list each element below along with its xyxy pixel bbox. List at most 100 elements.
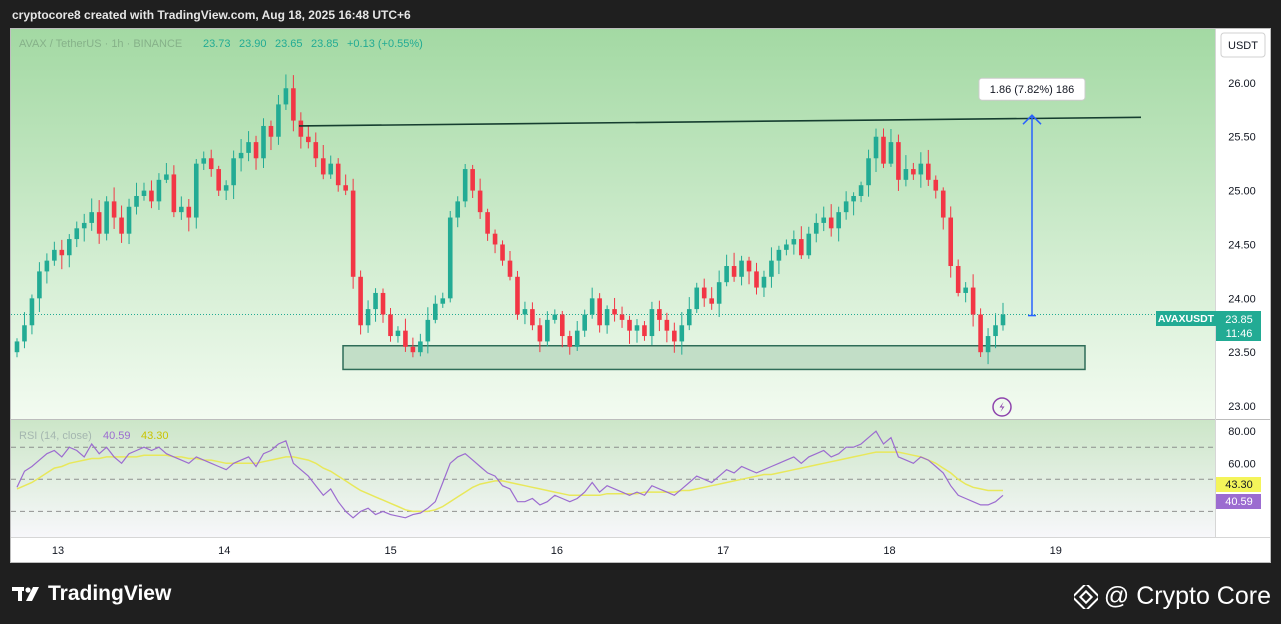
replay-icon[interactable] xyxy=(992,397,1012,417)
price-tick-label: 23.00 xyxy=(1228,401,1256,413)
rsi-line xyxy=(16,430,1004,519)
binance-icon xyxy=(1071,581,1101,612)
candle xyxy=(918,152,924,188)
candle xyxy=(903,155,909,187)
candle xyxy=(231,150,236,200)
candle xyxy=(470,164,475,199)
brand-text: @ Crypto Core xyxy=(1103,582,1271,610)
candle xyxy=(522,301,528,325)
brand-watermark: @ Crypto Core xyxy=(1071,581,1271,612)
legend-close: 23.85 xyxy=(311,38,339,50)
candle xyxy=(679,312,685,355)
candle xyxy=(799,226,804,259)
price-tick-label: 23.50 xyxy=(1228,347,1256,359)
candle xyxy=(769,247,774,288)
candle xyxy=(283,74,289,110)
time-tick-label: 13 xyxy=(52,545,64,557)
price-scale-background xyxy=(1215,29,1270,537)
chart-canvas[interactable]: 26.00 25.50 25.00 24.50 24.00 23.50 23.00 80.00… xyxy=(11,29,1270,562)
candle xyxy=(686,297,692,331)
candle xyxy=(141,182,147,201)
legend-symbol[interactable]: AVAX / TetherUS · 1h · BINANCE xyxy=(19,38,182,50)
candle xyxy=(365,300,371,333)
support-zone[interactable] xyxy=(342,344,1086,371)
resistance-trendline[interactable] xyxy=(298,116,1142,127)
candle xyxy=(567,330,573,355)
candle xyxy=(858,181,864,203)
candle xyxy=(66,234,72,268)
candle xyxy=(37,262,42,313)
candle xyxy=(933,175,939,199)
price-tick-label: 24.50 xyxy=(1228,239,1256,251)
tradingview-logo-text: TradingView xyxy=(48,582,172,605)
candle xyxy=(306,125,311,149)
candle xyxy=(186,199,192,232)
candle xyxy=(455,196,461,228)
time-tick-label: 14 xyxy=(218,545,230,557)
candle xyxy=(627,315,632,344)
candle xyxy=(500,240,505,266)
candle xyxy=(485,208,490,241)
measure-arrowhead xyxy=(1022,114,1042,125)
candle xyxy=(597,293,602,333)
candle xyxy=(358,270,363,335)
candle xyxy=(276,94,281,145)
candle xyxy=(335,158,341,192)
measure-label-box xyxy=(978,77,1086,101)
candle xyxy=(298,112,304,149)
candle xyxy=(993,313,998,349)
candle xyxy=(896,134,901,191)
rsi-ma-line xyxy=(16,451,1003,513)
rsi-legend[interactable]: RSI (14, close) 40.59 43.30 xyxy=(19,430,169,442)
candle xyxy=(955,259,961,297)
candle xyxy=(111,187,117,229)
candle xyxy=(193,158,199,229)
candle xyxy=(350,178,356,289)
candle xyxy=(74,221,80,248)
candle xyxy=(828,204,834,237)
rsi-ma-tag-box xyxy=(1216,477,1261,492)
time-tick-label: 18 xyxy=(883,545,895,557)
candle xyxy=(746,256,752,285)
candlestick-series xyxy=(14,74,1006,365)
candle xyxy=(866,149,871,197)
candle xyxy=(291,75,296,132)
legend[interactable]: AVAX / TetherUS · 1h · BINANCE 23.73 23.… xyxy=(19,38,423,50)
candle xyxy=(701,278,707,307)
currency-button[interactable]: USDT xyxy=(1220,32,1266,58)
rsi-tick-label: 80.00 xyxy=(1228,426,1256,438)
candle xyxy=(343,174,348,196)
candle xyxy=(433,295,438,324)
candle xyxy=(223,180,229,201)
candle xyxy=(134,182,139,215)
bar-countdown: 11:46 xyxy=(1226,328,1253,340)
rsi-value-tag: 40.59 xyxy=(1225,496,1253,508)
candle xyxy=(589,287,595,319)
candle xyxy=(537,318,543,353)
rsi-legend-ma: 43.30 xyxy=(141,430,169,442)
price-axis[interactable]: 26.00 25.50 25.00 24.50 24.00 23.50 23.00 80.00… xyxy=(1228,78,1256,470)
candle xyxy=(246,131,251,162)
tradingview-logo[interactable]: TradingView xyxy=(12,582,171,606)
candle xyxy=(911,162,916,180)
candle xyxy=(253,135,259,170)
candle xyxy=(642,321,647,341)
candle xyxy=(709,287,714,310)
candle xyxy=(978,308,983,357)
candle xyxy=(813,213,819,243)
currency-button-label[interactable]: USDT xyxy=(1228,40,1258,52)
candle xyxy=(552,309,558,324)
candle xyxy=(507,250,513,281)
time-axis[interactable]: 13 14 15 16 17 18 19 xyxy=(52,545,1062,557)
candle xyxy=(492,229,498,254)
candle xyxy=(851,192,856,216)
candle xyxy=(380,288,386,323)
candle xyxy=(881,128,886,169)
measure-tool[interactable]: 1.86 (7.82%) 186 xyxy=(978,77,1086,317)
candle xyxy=(44,253,50,284)
candle xyxy=(843,191,849,220)
candle xyxy=(985,328,991,365)
candle xyxy=(657,300,662,332)
rsi-legend-name[interactable]: RSI (14, close) xyxy=(19,430,92,442)
price-tick-label: 24.00 xyxy=(1228,293,1256,305)
